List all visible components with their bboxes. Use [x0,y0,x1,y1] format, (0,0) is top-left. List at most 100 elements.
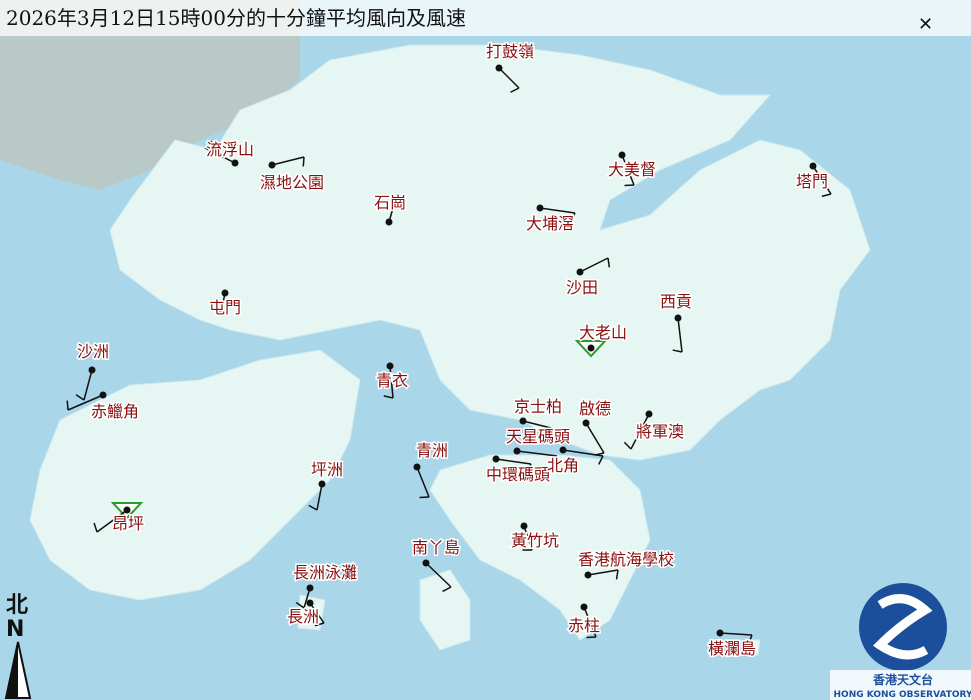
new-territories [109,44,871,461]
station-label: 打鼓嶺 [486,42,534,61]
wind-barb [583,606,597,638]
station-dot [576,268,584,276]
wind-barb [498,67,520,89]
station-label: 濕地公園 [260,173,324,192]
wind-barb-feather [623,441,632,450]
wind-barb-feather [419,496,430,499]
wind-barb [579,257,609,273]
wind-barb-feather [383,395,394,399]
wind-barb-feather [615,569,619,580]
hong-kong-island [429,454,651,641]
station-label: 石崗 [374,193,406,212]
station-label: 大美督 [608,160,656,179]
station-dot [520,522,528,530]
wind-barb-feather [607,257,611,268]
logo-name: 香港天文台 [872,672,933,687]
station-dot [318,480,326,488]
wind-barb [204,147,236,164]
station-dot [88,366,96,374]
station-dot [587,344,595,352]
close-icon: ✕ [918,14,933,35]
compass: 北 N [4,593,32,699]
station-label: 流浮山 [206,140,254,159]
station-dot [618,151,626,159]
station-dot [584,571,592,579]
wind-barb [271,156,305,166]
station-dot [231,159,239,167]
station-label: 大老山 [579,323,627,342]
wind-barb [522,420,564,432]
wind-barb-feather [821,193,832,198]
station-label: 長洲泳灘 [293,563,357,582]
station-dot [582,419,590,427]
station-label: 西貢 [660,292,692,311]
wind-barb-feather [510,87,520,93]
wind-barb-feather [624,184,635,187]
station-dot [413,463,421,471]
wind-barb-feather [586,636,597,639]
station-label: 青洲 [416,441,448,460]
wind-barb-feather [442,586,452,593]
station-label: 青衣 [376,371,408,390]
logo-bg [830,670,971,700]
station-dot [306,584,314,592]
station-label: 赤柱 [568,616,600,635]
wind-barb [587,569,619,576]
logo-name-en: HONG KONG OBSERVATORY [834,690,971,700]
station-label: 京士柏 [514,397,562,416]
waglan [743,639,761,656]
wind-barb [630,413,650,450]
station-dot [123,506,131,514]
wind-barb [67,394,104,411]
station-dot [559,446,567,454]
station-dot [221,289,229,297]
wind-barb [425,562,452,588]
compass-label: N [6,617,24,642]
wind-barb-feather [747,634,753,645]
wind-barb [719,632,753,636]
station-dot [645,410,653,418]
wind-barb [416,466,430,498]
station-dot [492,455,500,463]
station-dot [513,447,521,455]
wind-barb-feather [204,140,213,149]
station-label: 坪洲 [311,460,343,479]
station-dot [385,218,393,226]
station-dot [536,204,544,212]
wind-barb [96,509,128,533]
station-dot [495,64,503,72]
station-label: 黃竹坑 [511,531,559,550]
wind-barb [621,154,635,186]
station-label: 中環碼頭 [486,465,550,484]
wind-barb-feather [75,394,85,401]
lantau [29,349,361,601]
logo-swirl [872,594,933,660]
station-dot [306,599,314,607]
wind-barb [309,602,325,624]
wind-barb [812,165,832,195]
station-dot [386,362,394,370]
station-dot [422,559,430,567]
wind-barb-feather [212,307,222,314]
wind-barb-feather [552,455,558,465]
title: 2026年3月12日15時00分的十分鐘平均風向及風速 [6,6,466,30]
station-label: 大埔滘 [526,214,574,233]
station-label: 橫瀾島 [708,639,756,658]
station-dot [268,161,276,169]
station-label: 沙田 [566,278,598,297]
wind-barb [388,193,398,223]
station-label: 塔門 [796,172,828,191]
wind-barb-feather [314,622,325,627]
wind-barb [495,458,532,465]
title-bar [0,0,971,36]
wind-barb [516,450,558,457]
station-label: 北角 [547,456,579,475]
wind-barb-feather [93,522,98,533]
wind-barb-feather [295,601,305,609]
station-label: 天星碼頭 [506,427,570,446]
station-label: 昂坪 [112,514,144,533]
wind-barb-feather [570,212,576,222]
wind-barb [316,483,323,511]
